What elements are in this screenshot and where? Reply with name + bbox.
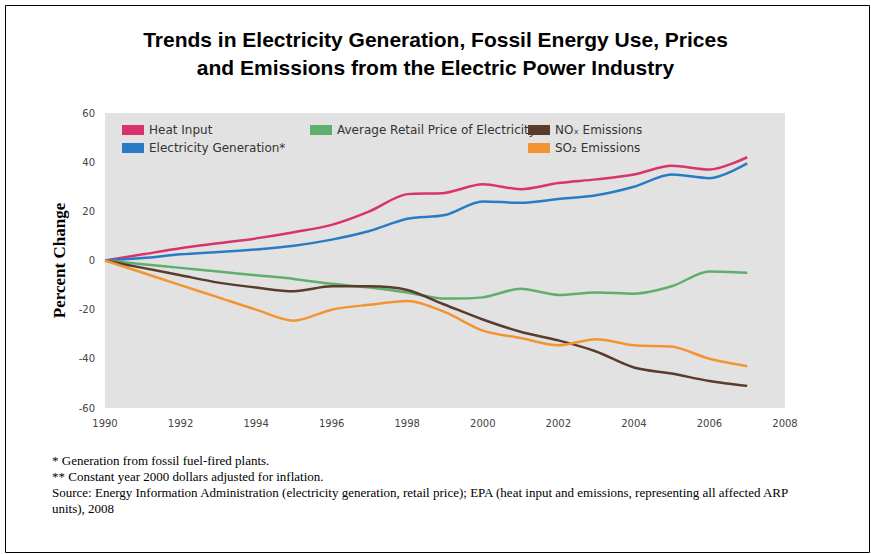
svg-text:Source: Energy Information Adm: Source: Energy Information Administratio… <box>52 485 791 500</box>
svg-text:SO₂ Emissions: SO₂ Emissions <box>555 141 640 155</box>
svg-text:1992: 1992 <box>168 418 193 429</box>
svg-text:NOₓ Emissions: NOₓ Emissions <box>555 123 642 137</box>
svg-text:-40: -40 <box>79 353 95 364</box>
svg-text:1990: 1990 <box>92 418 117 429</box>
svg-text:** Constant year 2000 dollars: ** Constant year 2000 dollars adjusted f… <box>52 469 324 484</box>
svg-text:2006: 2006 <box>697 418 722 429</box>
svg-text:and Emissions from the Electri: and Emissions from the Electric Power In… <box>197 56 675 79</box>
svg-text:0: 0 <box>89 255 95 266</box>
svg-text:20: 20 <box>82 206 95 217</box>
svg-text:60: 60 <box>82 108 95 119</box>
svg-text:1996: 1996 <box>319 418 344 429</box>
svg-text:Electricity Generation*: Electricity Generation* <box>149 141 285 155</box>
svg-text:Percent Change: Percent Change <box>50 202 69 318</box>
svg-text:units), 2008: units), 2008 <box>52 501 114 516</box>
svg-text:* Generation from fossil fuel-: * Generation from fossil fuel-fired plan… <box>52 453 269 468</box>
svg-text:40: 40 <box>82 157 95 168</box>
svg-text:2008: 2008 <box>772 418 797 429</box>
svg-text:Average Retail Price of Electr: Average Retail Price of Electricity** <box>337 123 548 137</box>
svg-text:Trends in Electricity Generati: Trends in Electricity Generation, Fossil… <box>143 28 728 51</box>
svg-text:1998: 1998 <box>394 418 419 429</box>
svg-text:-20: -20 <box>79 304 95 315</box>
svg-text:2002: 2002 <box>546 418 571 429</box>
svg-text:Heat Input: Heat Input <box>149 123 213 137</box>
svg-text:2004: 2004 <box>621 418 646 429</box>
svg-text:-60: -60 <box>79 403 95 414</box>
svg-text:2000: 2000 <box>470 418 495 429</box>
svg-text:1994: 1994 <box>243 418 268 429</box>
